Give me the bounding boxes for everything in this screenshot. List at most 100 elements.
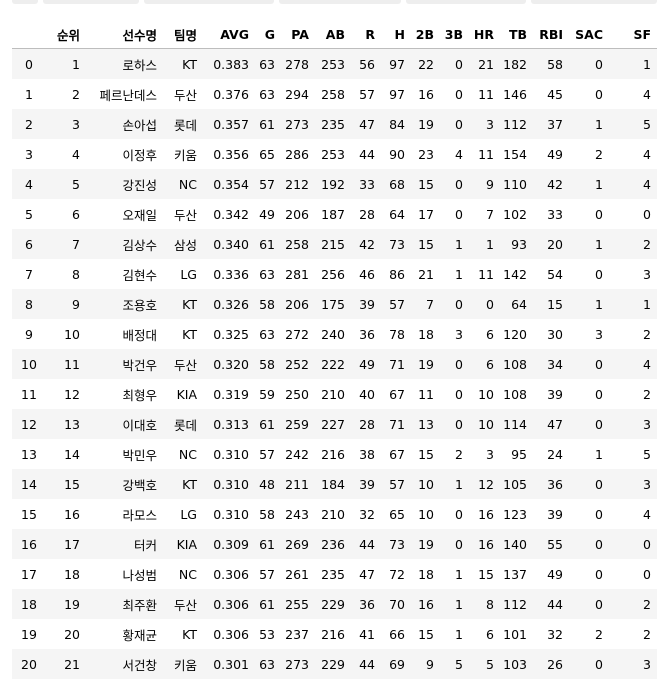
- table-cell: 61: [259, 536, 275, 552]
- table-cell: 0.336: [213, 266, 249, 282]
- table-cell: 이정후: [122, 147, 157, 163]
- table-row: 17 18 나성범 NC 0.306 57 261 235 47 72 18 1 15 137 49 0 0: [12, 559, 657, 589]
- table-cell: 108: [503, 386, 527, 402]
- table-cell: 53: [259, 626, 275, 642]
- table-cell: 0: [455, 116, 463, 132]
- table-cell: 2: [643, 326, 651, 342]
- table-cell: 2: [595, 626, 603, 642]
- table-cell: 0.356: [213, 146, 249, 162]
- table-cell: 24: [547, 446, 563, 462]
- table-cell: 0.376: [213, 86, 249, 102]
- table-cell: 4: [643, 176, 651, 192]
- table-cell: 5: [643, 116, 651, 132]
- table-cell: 54: [547, 266, 563, 282]
- header-row: 순위 선수명 팀명 AVG G PA AB R H 2B 3B HR TB RBI SAC SF: [12, 20, 657, 49]
- column-header: HR: [469, 20, 500, 49]
- table-cell: 229: [321, 596, 345, 612]
- table-cell: 211: [285, 476, 309, 492]
- table-row: 0 1 로하스 KT 0.383 63 278 253 56 97 22 0 21 182 58 0 1: [12, 48, 657, 79]
- table-cell: 3: [72, 116, 80, 132]
- table-cell: 110: [503, 176, 527, 192]
- table-cell: 16: [478, 506, 494, 522]
- table-cell: 101: [503, 626, 527, 642]
- table-cell: 67: [389, 446, 405, 462]
- row-index: 18: [21, 596, 37, 612]
- table-cell: 0: [455, 356, 463, 372]
- table-cell: 19: [418, 116, 434, 132]
- table-cell: 63: [259, 266, 275, 282]
- table-cell: 17: [64, 536, 80, 552]
- table-cell: 7: [426, 296, 434, 312]
- table-cell: 210: [321, 506, 345, 522]
- column-header: TB: [500, 20, 533, 49]
- table-row: 3 4 이정후 키움 0.356 65 286 253 44 90 23 4 11 154 49 2 4: [12, 139, 657, 169]
- row-index: 11: [21, 386, 37, 402]
- table-cell: 13: [64, 416, 80, 432]
- table-cell: 47: [359, 566, 375, 582]
- table-cell: 39: [547, 506, 563, 522]
- table-cell: 배정대: [122, 327, 157, 343]
- table-cell: 10: [478, 416, 494, 432]
- table-cell: 11: [478, 146, 494, 162]
- table-cell: KIA: [176, 536, 197, 552]
- table-cell: 61: [259, 596, 275, 612]
- table-cell: 1: [455, 566, 463, 582]
- table-cell: 237: [285, 626, 309, 642]
- column-header: H: [381, 20, 411, 49]
- table-cell: 112: [503, 116, 527, 132]
- table-cell: 93: [511, 236, 527, 252]
- table-cell: KT: [182, 326, 197, 342]
- table-row: 9 10 배정대 KT 0.325 63 272 240 36 78 18 3 6 120 30 3 2: [12, 319, 657, 349]
- table-cell: 222: [321, 356, 345, 372]
- row-index: 1: [25, 86, 33, 102]
- table-cell: 86: [389, 266, 405, 282]
- column-header: SAC: [569, 20, 609, 49]
- row-index: 15: [21, 506, 37, 522]
- table-cell: 0.326: [213, 296, 249, 312]
- table-row: 10 11 박건우 두산 0.320 58 252 222 49 71 19 0 6 108 34 0 4: [12, 349, 657, 379]
- table-cell: 49: [547, 146, 563, 162]
- table-cell: 6: [486, 356, 494, 372]
- row-index: 10: [21, 356, 37, 372]
- table-cell: 47: [359, 116, 375, 132]
- table-cell: 216: [321, 626, 345, 642]
- table-row: 7 8 김현수 LG 0.336 63 281 256 46 86 21 1 11 142 54 0 3: [12, 259, 657, 289]
- table-cell: 6: [486, 626, 494, 642]
- table-row: 18 19 최주환 두산 0.306 61 255 229 36 70 16 1 8 112 44 0 2: [12, 589, 657, 619]
- table-cell: 삼성: [173, 237, 197, 253]
- column-header: AB: [315, 20, 351, 49]
- table-cell: 65: [259, 146, 275, 162]
- table-cell: 252: [285, 356, 309, 372]
- table-cell: 59: [259, 386, 275, 402]
- table-cell: 황재균: [122, 627, 157, 643]
- table-cell: 롯데: [173, 117, 197, 133]
- table-cell: 0: [643, 566, 651, 582]
- table-cell: 12: [64, 386, 80, 402]
- table-cell: 112: [503, 596, 527, 612]
- table-cell: 0: [455, 416, 463, 432]
- table-cell: 0: [595, 416, 603, 432]
- table-cell: 0.357: [213, 116, 249, 132]
- table-cell: 4: [643, 86, 651, 102]
- table-cell: 212: [285, 176, 309, 192]
- table-cell: 273: [285, 116, 309, 132]
- column-header: RBI: [533, 20, 569, 49]
- table-cell: 4: [643, 356, 651, 372]
- table-cell: 63: [259, 656, 275, 672]
- row-index: 16: [21, 536, 37, 552]
- table-cell: 63: [259, 326, 275, 342]
- table-cell: 이대호: [122, 417, 157, 433]
- table-cell: 5: [455, 656, 463, 672]
- table-cell: 3: [455, 326, 463, 342]
- table-row: 11 12 최형우 KIA 0.319 59 250 210 40 67 11 0 10 108 39 0 2: [12, 379, 657, 409]
- table-row: 15 16 라모스 LG 0.310 58 243 210 32 65 10 0 16 123 39 0 4: [12, 499, 657, 529]
- table-cell: 253: [321, 56, 345, 72]
- table-cell: 1: [643, 56, 651, 72]
- table-cell: 18: [64, 566, 80, 582]
- table-cell: 229: [321, 656, 345, 672]
- row-index: 17: [21, 566, 37, 582]
- table-row: 6 7 김상수 삼성 0.340 61 258 215 42 73 15 1 1 93 20 1 2: [12, 229, 657, 259]
- table-cell: 2: [643, 596, 651, 612]
- table-cell: 0: [595, 566, 603, 582]
- table-cell: 9: [486, 176, 494, 192]
